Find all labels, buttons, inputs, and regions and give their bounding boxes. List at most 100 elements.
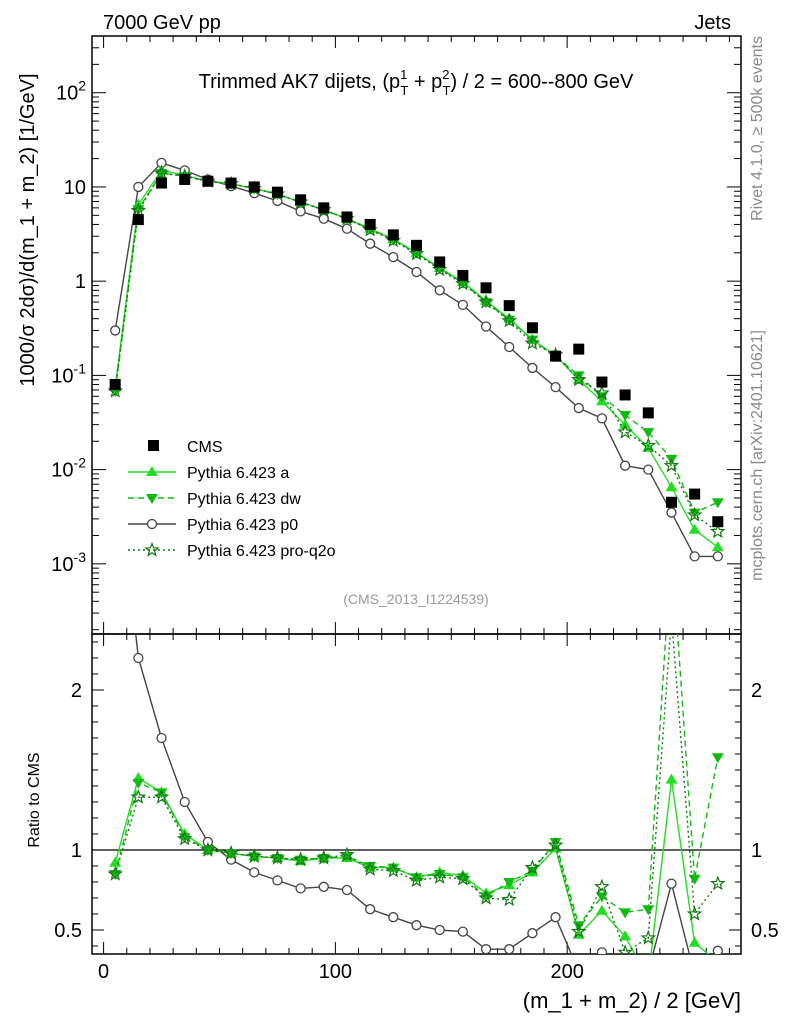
ratio-tick-label: 1 bbox=[751, 840, 762, 862]
x-axis-label: (m_1 + m_2) / 2 [GeV] bbox=[523, 988, 741, 1013]
ratio-point bbox=[570, 923, 587, 939]
analysis-watermark: (CMS_2013_I1224539) bbox=[343, 591, 489, 607]
ratio-point bbox=[688, 874, 701, 885]
ratio-point bbox=[524, 859, 541, 875]
series-line bbox=[114, 172, 719, 533]
ratio-plot-frame bbox=[91, 633, 742, 955]
ratio-point bbox=[504, 944, 515, 954]
ratio-point bbox=[249, 867, 260, 878]
data-point bbox=[341, 211, 353, 223]
side-text-bottom: mcplots.cern.ch [arXiv:2401.10621] bbox=[749, 330, 766, 581]
ratio-point bbox=[410, 873, 423, 884]
data-point bbox=[527, 362, 538, 374]
legend-cms-label: CMS bbox=[187, 439, 223, 456]
data-point bbox=[364, 238, 376, 249]
data-point bbox=[666, 507, 677, 518]
ratio-point bbox=[688, 936, 701, 947]
data-point bbox=[503, 300, 515, 312]
ratio-point bbox=[153, 788, 170, 804]
ratio-point bbox=[292, 851, 309, 867]
ratio-point bbox=[712, 945, 723, 954]
ratio-point bbox=[480, 892, 493, 903]
ratio-point bbox=[133, 652, 144, 664]
data-point bbox=[689, 488, 701, 500]
data-point bbox=[501, 312, 518, 328]
data-point bbox=[619, 410, 632, 421]
ratio-point bbox=[295, 883, 306, 894]
ratio-point bbox=[431, 868, 448, 884]
ratio-point bbox=[269, 849, 286, 865]
data-point bbox=[640, 437, 657, 453]
data-point bbox=[156, 177, 168, 189]
series-cms bbox=[109, 173, 724, 528]
y-tick-label: 10-2 bbox=[51, 455, 86, 482]
ratio-point bbox=[294, 855, 307, 866]
data-point bbox=[550, 350, 562, 362]
data-point bbox=[524, 334, 541, 350]
ratio-point bbox=[595, 892, 608, 903]
data-point bbox=[596, 376, 608, 388]
header-left: 7000 GeV pp bbox=[103, 12, 221, 34]
ratio-point bbox=[176, 830, 193, 846]
data-point bbox=[686, 506, 703, 522]
data-point bbox=[202, 175, 214, 187]
ratio-point bbox=[339, 846, 355, 862]
ratio-point bbox=[456, 873, 469, 884]
data-point bbox=[619, 418, 632, 429]
ratio-point bbox=[549, 838, 562, 848]
ratio-point bbox=[272, 875, 283, 886]
ratio-point bbox=[225, 849, 238, 860]
ratio-point bbox=[503, 878, 516, 888]
ratio-axis-label: Ratio to CMS bbox=[26, 752, 43, 847]
ratio-tick-label: 2 bbox=[751, 680, 762, 702]
data-point bbox=[130, 202, 147, 218]
ratio-point bbox=[711, 753, 724, 764]
legend-q2o-marker bbox=[144, 541, 160, 557]
data-point bbox=[712, 516, 724, 528]
data-point bbox=[526, 335, 539, 346]
data-point bbox=[711, 498, 724, 509]
header-right: Jets bbox=[694, 12, 731, 34]
ratio-point bbox=[642, 905, 655, 916]
ratio-point bbox=[501, 891, 518, 907]
ratio-point bbox=[619, 908, 632, 919]
ratio-point bbox=[433, 870, 446, 880]
ratio-tick-label: 0.5 bbox=[54, 920, 82, 942]
data-point bbox=[408, 245, 425, 261]
data-point bbox=[480, 298, 493, 309]
y-tick-label: 10-1 bbox=[51, 360, 86, 387]
ratio-tick-label: 0.5 bbox=[751, 920, 779, 942]
y-tick-label: 1 bbox=[75, 271, 86, 293]
ratio-point bbox=[596, 947, 608, 954]
ratio-point bbox=[619, 930, 632, 941]
data-point bbox=[689, 551, 700, 562]
data-point bbox=[318, 202, 330, 214]
ratio-point bbox=[550, 912, 561, 923]
data-point bbox=[573, 402, 584, 414]
legend-p0-label: Pythia 6.423 p0 bbox=[187, 517, 298, 534]
ratio-point bbox=[434, 924, 445, 936]
legend-p0-marker bbox=[146, 518, 158, 530]
ratio-point bbox=[595, 904, 608, 915]
legend-dw-marker bbox=[146, 494, 158, 504]
legend-a-marker bbox=[146, 466, 158, 476]
legend: CMS Pythia 6.423 a Pythia 6.423 dw Pythi… bbox=[128, 439, 336, 560]
ratio-point bbox=[478, 889, 494, 905]
ratio-tick-label: 2 bbox=[71, 680, 82, 702]
ratio-point bbox=[132, 778, 145, 789]
ratio-point bbox=[107, 865, 124, 881]
data-point bbox=[688, 523, 701, 534]
data-point bbox=[179, 173, 191, 185]
ratio-point bbox=[223, 844, 239, 860]
ratio-point bbox=[385, 862, 402, 878]
data-point bbox=[434, 285, 445, 296]
data-point bbox=[388, 251, 399, 263]
data-point bbox=[594, 384, 610, 400]
ratio-point bbox=[411, 920, 422, 931]
data-point bbox=[526, 322, 538, 334]
ratio-point bbox=[364, 904, 376, 915]
data-point bbox=[133, 181, 144, 193]
data-point bbox=[570, 371, 587, 387]
ratio-point bbox=[201, 846, 214, 856]
